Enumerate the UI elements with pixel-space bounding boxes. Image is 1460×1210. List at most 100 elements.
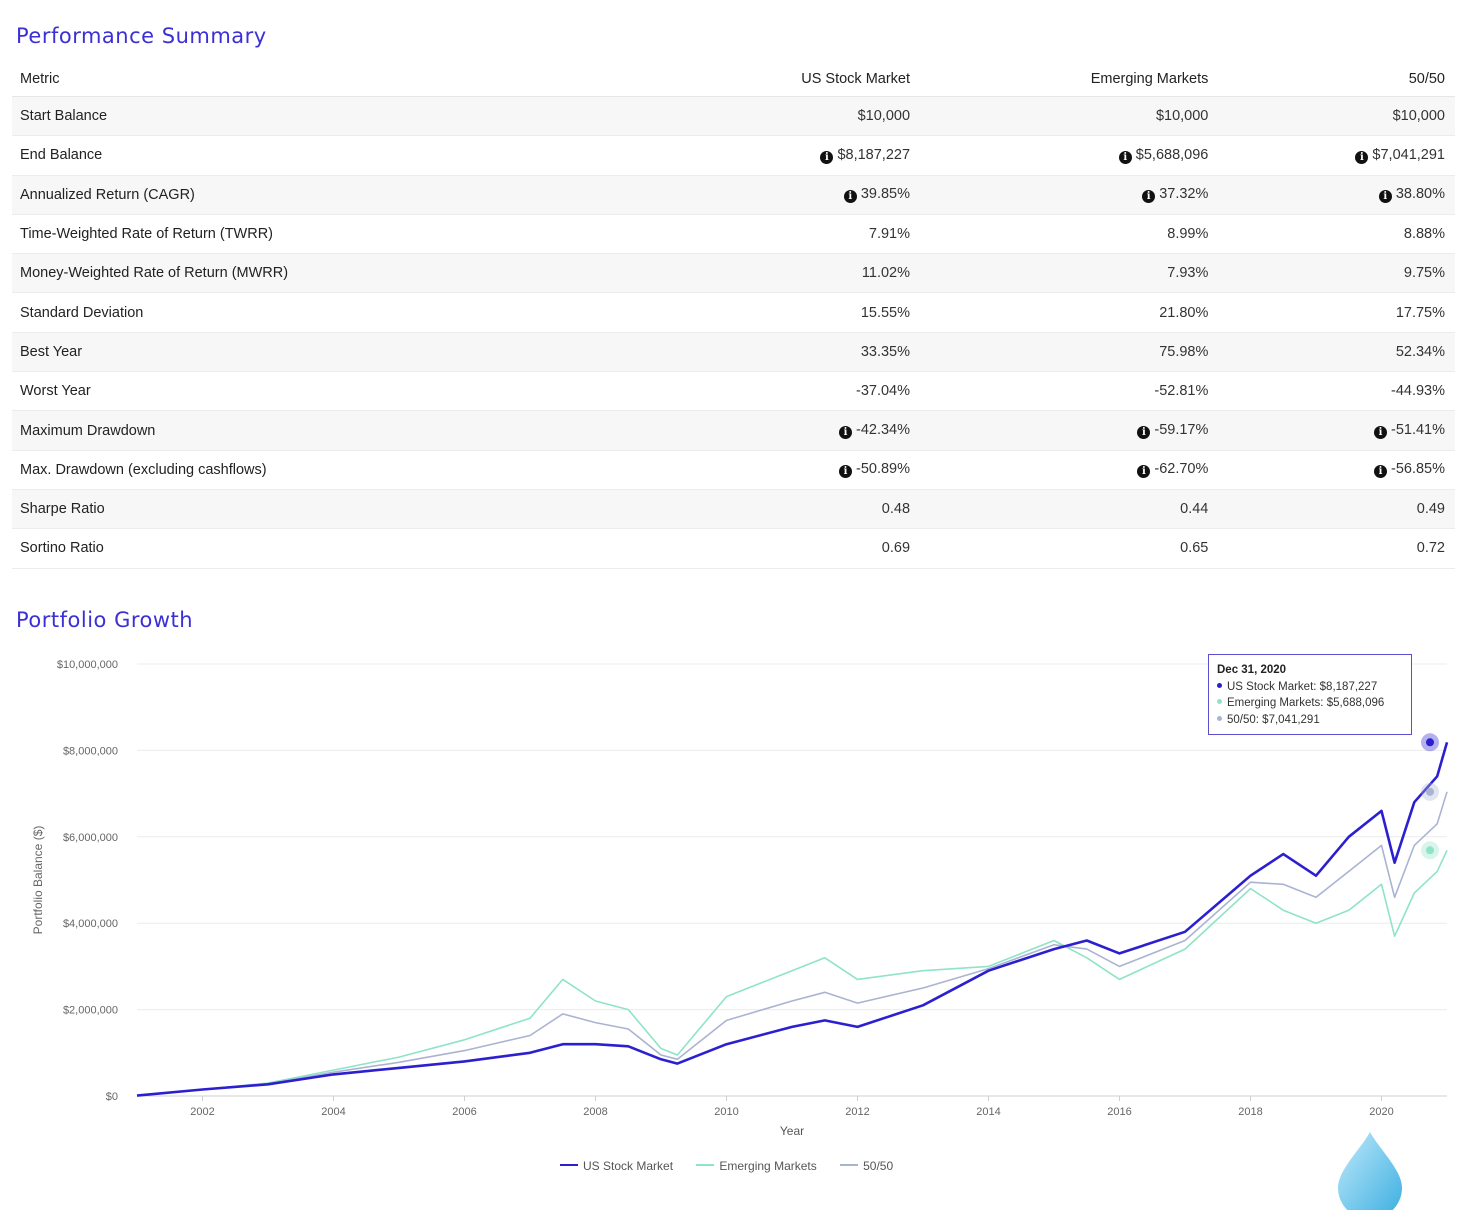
chart-legend: US Stock Market Emerging Markets 50/50 [560, 1159, 913, 1173]
metric-name: Max. Drawdown (excluding cashflows) [12, 450, 642, 490]
table-row: Maximum Drawdown i -42.34% i -59.17% i -51.41% [12, 410, 1455, 451]
info-icon[interactable]: i [1373, 465, 1387, 479]
column-header-50-50: 50/50 [1218, 62, 1455, 97]
x-tick-label: 2002 [190, 1106, 214, 1118]
metric-value: i 38.80% [1218, 175, 1455, 215]
metric-value: 0.65 [920, 528, 1219, 569]
metric-value-text: 75.98% [1159, 343, 1209, 360]
metric-value: 11.02% [641, 253, 921, 294]
info-icon[interactable]: i [839, 426, 852, 440]
metric-name: Maximum Drawdown [12, 410, 642, 451]
tooltip-date: Dec 31, 2020 [1217, 664, 1287, 676]
table-row: Time-Weighted Rate of Return (TWRR) 7.91%… [12, 214, 1455, 255]
metric-value-text: 17.75% [1395, 304, 1445, 321]
x-axis-label: Year [780, 1124, 804, 1138]
metric-value-text: -59.17% [1154, 422, 1209, 439]
metric-value-text: $7,041,291 [1372, 146, 1445, 163]
metric-value-text: -62.70% [1154, 461, 1209, 478]
table-row: Best Year 33.35% 75.98% 52.34% [12, 332, 1455, 373]
series-line-us [136, 741, 1449, 1097]
metric-value-text: 8.99% [1167, 226, 1209, 243]
table-row: Max. Drawdown (excluding cashflows) i -50.… [12, 450, 1455, 490]
tooltip-line-em: Emerging Markets: $5,688,096 [1217, 695, 1403, 712]
metric-value: -52.81% [920, 371, 1219, 412]
end-marker-us [1426, 738, 1434, 747]
info-icon[interactable]: i [1355, 150, 1369, 164]
metric-value: i $8,187,227 [641, 135, 921, 176]
metric-name: Standard Deviation [12, 292, 642, 333]
portfolio-growth-chart[interactable]: $0 $2,000,000 $4,000,000 $6,000,000 $8,000,0… [0, 640, 1460, 1160]
column-header-metric: Metric [12, 62, 642, 97]
metric-value-text: -50.89% [856, 461, 911, 478]
info-icon[interactable]: i [1373, 426, 1387, 440]
table-row: Worst Year -37.04% -52.81% -44.93% [12, 371, 1455, 412]
metric-value-text: -37.04% [856, 383, 911, 400]
metric-value-text: 38.80% [1395, 186, 1445, 203]
legend-swatch-mix [840, 1164, 859, 1166]
end-marker-mix [1426, 787, 1434, 796]
metric-value-text: $10,000 [1392, 108, 1445, 125]
metric-value: i 37.32% [920, 175, 1219, 215]
metric-name: Time-Weighted Rate of Return (TWRR) [12, 214, 642, 255]
metric-value: $10,000 [641, 96, 921, 137]
metric-value-text: 0.49 [1416, 501, 1445, 518]
y-tick-label: $0 [106, 1091, 118, 1103]
legend-item-mix[interactable]: 50/50 [840, 1159, 893, 1173]
metric-value: 0.44 [920, 489, 1219, 530]
x-tick-label: 2008 [583, 1106, 607, 1118]
info-icon[interactable]: i [843, 190, 857, 204]
info-icon[interactable]: i [1142, 190, 1156, 204]
metric-value-text: 7.91% [868, 226, 911, 243]
end-marker-em [1426, 846, 1434, 855]
metric-value: i -42.34% [641, 410, 921, 451]
info-icon[interactable]: i [839, 465, 852, 479]
metric-value-text: 21.80% [1159, 304, 1209, 321]
metric-value-text: 0.72 [1416, 540, 1445, 557]
metric-value: $10,000 [1218, 96, 1455, 137]
x-tick-label: 2006 [452, 1106, 476, 1118]
legend-item-em[interactable]: Emerging Markets [696, 1159, 817, 1173]
table-row: Standard Deviation 15.55% 21.80% 17.75% [12, 292, 1455, 333]
metric-name: Best Year [12, 332, 642, 373]
metric-value-text: $10,000 [857, 108, 911, 125]
series-line-mix [136, 791, 1448, 1097]
table-row: End Balance i $8,187,227 i $5,688,096 i $7,041… [12, 135, 1455, 176]
chart-tooltip: Dec 31, 2020 US Stock Market: $8,187,227… [1208, 654, 1412, 735]
legend-swatch-em [696, 1164, 715, 1166]
metric-value-text: 0.65 [1180, 540, 1209, 557]
metric-value-text: 15.55% [860, 304, 911, 321]
table-row: Start Balance $10,000 $10,000 $10,000 [12, 96, 1455, 137]
performance-summary-title: Performance Summary [16, 24, 267, 48]
series-line-em [136, 849, 1448, 1097]
y-axis-label: Portfolio Balance ($) [31, 826, 45, 935]
metric-value: 0.49 [1218, 489, 1455, 530]
metric-name: Sharpe Ratio [12, 489, 642, 530]
info-icon[interactable]: i [1118, 150, 1132, 164]
legend-item-us[interactable]: US Stock Market [560, 1159, 673, 1173]
metric-value: 15.55% [641, 292, 921, 333]
portfolio-growth-title: Portfolio Growth [16, 608, 194, 632]
table-row: Money-Weighted Rate of Return (MWRR) 11.0… [12, 253, 1455, 294]
metric-value: i -50.89% [641, 450, 921, 490]
metric-value-text: $8,187,227 [837, 146, 911, 163]
metric-name: Start Balance [12, 96, 642, 137]
info-icon[interactable]: i [1137, 426, 1151, 440]
info-icon[interactable]: i [1137, 465, 1151, 479]
metric-value-text: -42.34% [856, 422, 911, 439]
metric-value: 9.75% [1218, 253, 1455, 294]
em-dot-icon [1217, 699, 1222, 704]
metric-value: 52.34% [1218, 332, 1455, 373]
table-row: Annualized Return (CAGR) i 39.85% i 37.32% i 3… [12, 175, 1455, 215]
metric-value-text: 37.32% [1159, 186, 1209, 203]
metric-value-text: 7.93% [1167, 265, 1209, 282]
metric-value: 21.80% [920, 292, 1219, 333]
info-icon[interactable]: i [820, 150, 834, 164]
info-icon[interactable]: i [1378, 190, 1392, 204]
metric-value-text: 52.34% [1395, 343, 1445, 360]
metric-value: 17.75% [1218, 292, 1455, 333]
metric-value-text: 0.69 [881, 540, 911, 557]
tooltip-line-mix: 50/50: $7,041,291 [1217, 712, 1403, 729]
tooltip-line-us: US Stock Market: $8,187,227 [1217, 679, 1403, 696]
metric-value: $10,000 [920, 96, 1219, 137]
metric-value-text: 0.44 [1180, 501, 1209, 518]
